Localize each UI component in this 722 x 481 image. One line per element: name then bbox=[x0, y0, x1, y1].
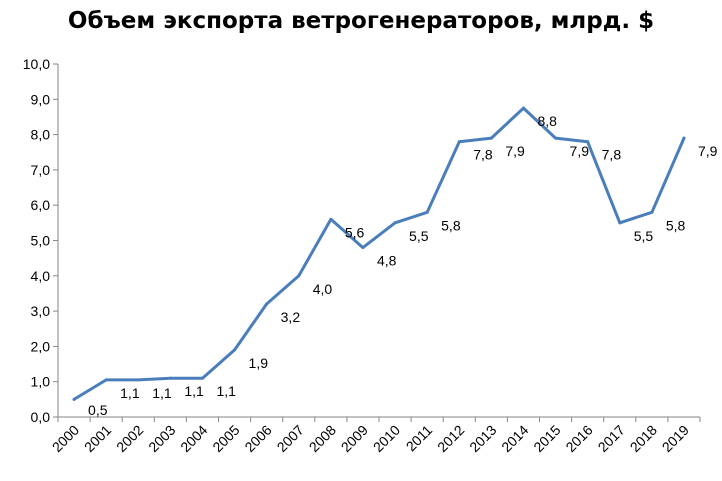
y-tick-label: 6,0 bbox=[31, 197, 51, 213]
x-tick-label: 2002 bbox=[113, 422, 146, 455]
data-label: 3,2 bbox=[281, 309, 301, 325]
x-tick-label: 2015 bbox=[530, 422, 563, 455]
data-label: 1,1 bbox=[152, 385, 172, 401]
data-point bbox=[618, 221, 622, 225]
x-tick-label: 2008 bbox=[306, 422, 339, 455]
data-point bbox=[650, 210, 654, 214]
data-point bbox=[72, 397, 76, 401]
x-tick-label: 2018 bbox=[627, 422, 660, 455]
data-point bbox=[489, 136, 493, 140]
data-point bbox=[265, 302, 269, 306]
y-tick-label: 4,0 bbox=[31, 268, 51, 284]
data-label: 5,5 bbox=[634, 228, 654, 244]
x-tick-label: 2007 bbox=[274, 422, 307, 455]
x-tick-label: 2019 bbox=[659, 422, 692, 455]
y-tick-label: 0,0 bbox=[31, 409, 51, 425]
data-label: 5,8 bbox=[441, 217, 461, 233]
y-axis: 0,0 1,0 2,0 3,0 4,0 5,0 6,0 7,0 8,0 9,0 10,0 bbox=[23, 56, 59, 425]
x-tick-label: 2013 bbox=[466, 422, 499, 455]
data-labels: 0,5 1,1 1,1 1,1 1,1 1,9 3,2 4,0 5,6 4,8 5,5 5,8 7,8 7… bbox=[88, 113, 718, 418]
x-tick-label: 2009 bbox=[338, 422, 371, 455]
x-axis: 2000200120022003200420052006200720082009… bbox=[49, 416, 701, 455]
data-label: 7,9 bbox=[698, 143, 718, 159]
series-wind-export bbox=[72, 106, 686, 401]
data-label: 0,5 bbox=[88, 402, 108, 418]
data-label: 1,9 bbox=[249, 355, 269, 371]
data-label: 7,8 bbox=[602, 147, 622, 163]
data-label: 5,8 bbox=[666, 217, 686, 233]
x-tick-label: 2014 bbox=[498, 422, 531, 455]
data-label: 4,0 bbox=[313, 281, 333, 297]
data-point bbox=[168, 376, 172, 380]
data-point bbox=[233, 348, 237, 352]
x-tick-label: 2000 bbox=[49, 422, 82, 455]
data-point bbox=[200, 376, 204, 380]
data-point bbox=[297, 274, 301, 278]
y-tick-label: 9,0 bbox=[31, 91, 51, 107]
y-tick-label: 10,0 bbox=[23, 56, 50, 72]
data-point bbox=[136, 378, 140, 382]
x-tick-label: 2016 bbox=[562, 422, 595, 455]
data-label: 5,6 bbox=[345, 224, 365, 240]
data-label: 7,8 bbox=[473, 147, 493, 163]
x-tick-label: 2017 bbox=[595, 422, 628, 455]
data-point bbox=[361, 246, 365, 250]
data-label: 7,9 bbox=[505, 143, 525, 159]
x-tick-label: 2011 bbox=[403, 422, 436, 455]
data-label: 5,5 bbox=[409, 228, 429, 244]
x-tick-label: 2003 bbox=[145, 422, 178, 455]
data-point bbox=[425, 210, 429, 214]
data-point bbox=[393, 221, 397, 225]
series-line bbox=[72, 106, 686, 401]
data-point bbox=[457, 140, 461, 144]
data-label: 4,8 bbox=[377, 253, 397, 269]
x-tick-label: 2012 bbox=[434, 422, 467, 455]
data-label: 1,1 bbox=[184, 383, 204, 399]
chart-title: Объем экспорта ветрогенераторов, млрд. $ bbox=[67, 8, 655, 34]
data-label: 1,1 bbox=[216, 383, 236, 399]
data-point bbox=[329, 217, 333, 221]
y-tick-label: 2,0 bbox=[31, 338, 51, 354]
y-tick-label: 5,0 bbox=[31, 233, 51, 249]
data-label: 8,8 bbox=[537, 113, 557, 129]
y-tick-label: 1,0 bbox=[31, 374, 51, 390]
x-tick-label: 2006 bbox=[241, 422, 274, 455]
x-tick-label: 2001 bbox=[81, 422, 114, 455]
y-tick-label: 7,0 bbox=[31, 162, 51, 178]
data-point bbox=[682, 136, 686, 140]
data-point bbox=[104, 378, 108, 382]
y-tick-label: 3,0 bbox=[31, 303, 51, 319]
data-point bbox=[521, 106, 525, 110]
y-tick-label: 8,0 bbox=[31, 127, 51, 143]
data-label: 7,9 bbox=[570, 143, 590, 159]
data-point bbox=[554, 136, 558, 140]
x-tick-label: 2004 bbox=[177, 422, 210, 455]
data-label: 1,1 bbox=[120, 385, 140, 401]
data-point bbox=[586, 140, 590, 144]
x-tick-label: 2010 bbox=[370, 422, 403, 455]
x-tick-label: 2005 bbox=[209, 422, 242, 455]
